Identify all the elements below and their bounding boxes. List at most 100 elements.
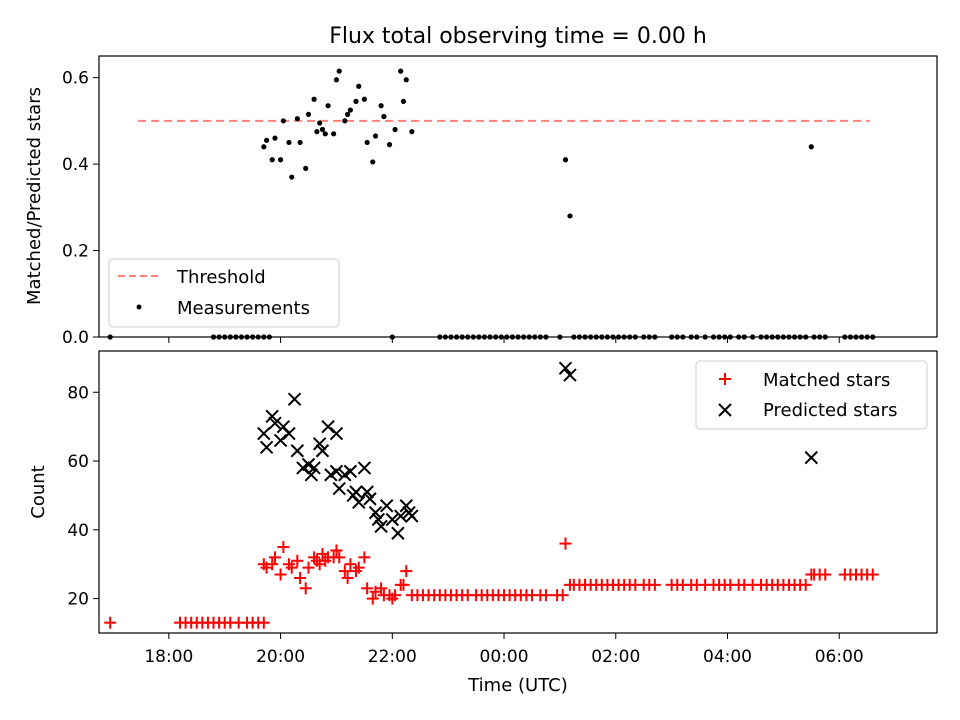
predicted-point (315, 444, 330, 458)
matched-point (352, 561, 365, 574)
measurement-point (381, 113, 387, 120)
y-tick-label: 20 (67, 590, 89, 610)
y-tick-label: 60 (67, 452, 89, 472)
predicted-point (287, 392, 302, 406)
measurement-point (353, 98, 359, 104)
predicted-point (371, 512, 386, 527)
y-tick-label: 0.0 (62, 328, 89, 348)
x-axis-label: Time (UTC) (467, 675, 568, 696)
measurement-point (342, 118, 348, 124)
predicted-point (360, 485, 374, 499)
x-tick-label: 06:00 (815, 647, 864, 667)
predicted-point (393, 509, 408, 523)
y-tick-label: 40 (67, 521, 89, 541)
x-tick-label: 02:00 (591, 647, 640, 667)
matched-point (819, 568, 832, 581)
measurement-point (311, 96, 317, 102)
matched-point (556, 589, 569, 602)
matched-point (338, 565, 351, 578)
x-tick-label: 04:00 (703, 647, 752, 667)
chart-title: Flux total observing time = 0.00 h (329, 24, 707, 49)
measurement-point (400, 98, 407, 104)
legend-threshold-label: Threshold (176, 267, 266, 288)
measurement-point (286, 139, 292, 146)
measurement-point (294, 116, 300, 122)
count-x-axis: 18:00 20:00 22:00 00:00 02:00 04:00 06:00 (144, 633, 864, 667)
measurement-point (347, 107, 353, 113)
predicted-point (312, 437, 327, 451)
measurement-point (277, 157, 284, 163)
matched-point (375, 582, 388, 595)
predicted-point (380, 499, 394, 513)
measurement-point (386, 142, 393, 148)
predicted-point (290, 444, 305, 458)
measurement-point (289, 174, 295, 180)
measurement-point (272, 135, 278, 141)
measurement-point (264, 137, 270, 143)
count-y-axis: 20 40 60 80 (67, 383, 99, 610)
matched-point (302, 561, 315, 574)
predicted-point (343, 464, 358, 479)
matched-point (285, 561, 298, 574)
measurement-point (356, 83, 362, 89)
measurement-point (261, 144, 267, 150)
measurements-legend-swatch (136, 304, 142, 310)
ratio-x-ticks (168, 337, 840, 343)
matched-point (299, 582, 312, 595)
matched-point (344, 558, 357, 571)
predicted-point (259, 440, 274, 454)
predicted-point (257, 426, 271, 441)
matched-point (866, 568, 879, 581)
predicted-point (307, 461, 321, 475)
x-tick-label: 18:00 (144, 647, 193, 667)
y-tick-label: 0.6 (62, 69, 89, 89)
predicted-point (282, 426, 296, 441)
ratio-y-axis: 0.0 0.2 0.4 0.6 (62, 69, 99, 348)
predicted-point (349, 485, 363, 499)
measurement-point (297, 139, 303, 146)
measurement-point (319, 126, 326, 133)
matched-point (277, 541, 290, 554)
y-tick-label: 0.2 (62, 242, 89, 262)
matched-point (257, 616, 270, 629)
count-axes-frame (98, 350, 938, 634)
measurement-point (808, 144, 814, 150)
matched-point (333, 551, 346, 564)
matched-point (294, 571, 307, 584)
matched-point (361, 582, 374, 595)
x-tick-label: 22:00 (368, 647, 417, 667)
measurement-point (562, 157, 569, 163)
matched-point (358, 551, 371, 564)
ratio-legend-box (108, 258, 340, 328)
measurement-point (322, 131, 328, 137)
ratio-axes-frame (98, 55, 938, 338)
ratio-legend: Threshold Measurements (108, 258, 340, 328)
measurement-point (361, 96, 367, 102)
matched-point (266, 558, 279, 571)
matched-point (291, 554, 304, 567)
measurement-point (333, 77, 340, 83)
predicted-legend-swatch (718, 403, 732, 417)
matched-point (559, 537, 572, 550)
matched-point (386, 592, 399, 605)
matched-legend-swatch (719, 373, 731, 385)
y-tick-label: 0.4 (62, 155, 89, 175)
predicted-point (374, 519, 388, 534)
measurement-point (314, 129, 320, 135)
matched-point (341, 571, 354, 584)
measurement-point (325, 103, 331, 109)
measurement-point (336, 68, 342, 74)
matched-point (274, 568, 287, 581)
predicted-point (329, 426, 344, 441)
measurement-point (398, 68, 404, 74)
measurement-point (567, 213, 573, 219)
ratio-panel: 0.0 0.2 0.4 0.6 Matched/Predicted stars Thr… (24, 55, 938, 348)
predicted-point (399, 499, 413, 513)
count-legend: Matched stars Predicted stars (695, 360, 928, 430)
measurement-point (280, 118, 286, 124)
measurement-point (269, 157, 275, 163)
measurement-point (392, 126, 398, 133)
matched-point (400, 565, 413, 578)
matched-point (397, 578, 410, 591)
